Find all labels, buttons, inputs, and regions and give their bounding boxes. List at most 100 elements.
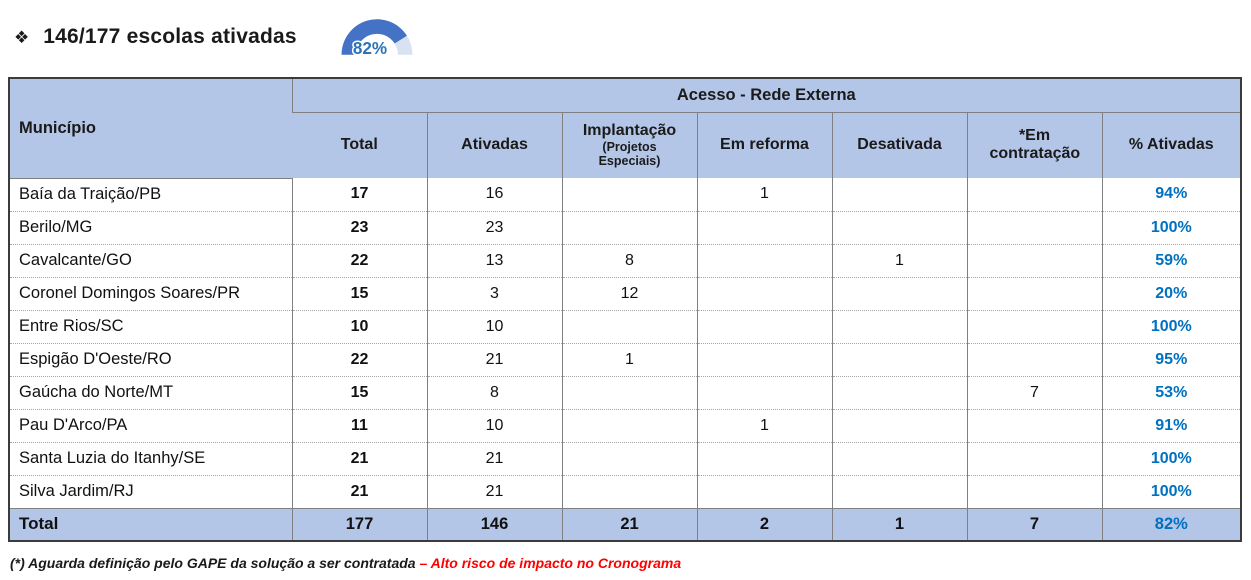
- header-desativada: Desativada: [831, 112, 967, 178]
- header-implantacao-main: Implantação: [582, 121, 677, 139]
- pct-ativadas-cell: 94%: [1101, 178, 1242, 212]
- gauge-fill-arc: [341, 19, 407, 55]
- header-em-reforma: Em reforma: [696, 112, 832, 178]
- total-cell: 22: [291, 343, 427, 377]
- header-municipio: Município: [9, 78, 292, 179]
- pct-ativadas-cell: 53%: [1101, 376, 1242, 410]
- total-cell: 11: [291, 409, 427, 443]
- total-cell: 15: [291, 277, 427, 311]
- pct-ativadas-cell: 100%: [1101, 475, 1242, 509]
- total-row-desativada: 1: [831, 507, 967, 541]
- desativada-cell: [831, 310, 967, 344]
- em-contratacao-cell: [966, 211, 1102, 245]
- table-row: Gaúcha do Norte/MT 15 8 7 53%: [9, 376, 1242, 410]
- implantacao-cell: [561, 376, 697, 410]
- total-cell: 10: [291, 310, 427, 344]
- table-footer: Total 177 146 21 2 1 7 82%: [9, 507, 1242, 541]
- pct-ativadas-cell: 100%: [1101, 442, 1242, 476]
- table-row: Baía da Traição/PB 17 16 1 94%: [9, 178, 1242, 212]
- pct-ativadas-cell: 100%: [1101, 211, 1242, 245]
- ativadas-cell: 23: [426, 211, 562, 245]
- table-header: Município Acesso - Rede Externa Total At…: [9, 78, 1242, 179]
- table-row: Berilo/MG 23 23 100%: [9, 211, 1242, 245]
- em-contratacao-cell: [966, 442, 1102, 476]
- title-row: ❖ 146/177 escolas ativadas 82%: [14, 14, 1251, 60]
- implantacao-cell: [561, 442, 697, 476]
- footnote: (*) Aguarda definição pelo GAPE da soluç…: [10, 555, 1251, 571]
- total-cell: 22: [291, 244, 427, 278]
- pct-ativadas-cell: 95%: [1101, 343, 1242, 377]
- pct-ativadas-cell: 91%: [1101, 409, 1242, 443]
- desativada-cell: [831, 475, 967, 509]
- table-row: Silva Jardim/RJ 21 21 100%: [9, 475, 1242, 509]
- schools-table: Município Acesso - Rede Externa Total At…: [8, 77, 1243, 542]
- gauge-percent-label: 82%: [353, 39, 387, 58]
- footnote-text: (*) Aguarda definição pelo GAPE da soluç…: [10, 555, 416, 571]
- desativada-cell: [831, 211, 967, 245]
- em-reforma-cell: [696, 277, 832, 311]
- municipio-cell: Silva Jardim/RJ: [9, 475, 292, 509]
- em-reforma-cell: [696, 244, 832, 278]
- total-cell: 17: [291, 178, 427, 212]
- ativadas-cell: 3: [426, 277, 562, 311]
- municipio-cell: Berilo/MG: [9, 211, 292, 245]
- municipio-cell: Espigão D'Oeste/RO: [9, 343, 292, 377]
- municipio-cell: Gaúcha do Norte/MT: [9, 376, 292, 410]
- implantacao-cell: [561, 409, 697, 443]
- total-row: Total 177 146 21 2 1 7 82%: [9, 507, 1242, 541]
- header-group-acesso-rede-externa: Acesso - Rede Externa: [291, 78, 1242, 113]
- em-reforma-cell: [696, 343, 832, 377]
- total-cell: 21: [291, 442, 427, 476]
- total-row-pct-ativadas: 82%: [1101, 507, 1242, 541]
- pct-ativadas-cell: 100%: [1101, 310, 1242, 344]
- ativadas-cell: 21: [426, 475, 562, 509]
- em-contratacao-cell: [966, 343, 1102, 377]
- ativadas-cell: 8: [426, 376, 562, 410]
- em-contratacao-cell: [966, 475, 1102, 509]
- desativada-cell: [831, 178, 967, 212]
- total-row-em-contratacao: 7: [966, 507, 1102, 541]
- em-contratacao-cell: [966, 244, 1102, 278]
- em-reforma-cell: [696, 475, 832, 509]
- header-total: Total: [292, 112, 427, 178]
- ativadas-cell: 16: [426, 178, 562, 212]
- pct-ativadas-cell: 20%: [1101, 277, 1242, 311]
- page-title: 146/177 escolas ativadas: [43, 25, 297, 48]
- em-reforma-cell: [696, 211, 832, 245]
- municipio-cell: Pau D'Arco/PA: [9, 409, 292, 443]
- em-contratacao-cell: [966, 178, 1102, 212]
- em-reforma-cell: [696, 442, 832, 476]
- diamond-bullet-icon: ❖: [14, 27, 30, 47]
- implantacao-cell: 8: [561, 244, 697, 278]
- header-em-contratacao: *Em contratação: [966, 112, 1102, 178]
- municipio-cell: Santa Luzia do Itanhy/SE: [9, 442, 292, 476]
- municipio-cell: Coronel Domingos Soares/PR: [9, 277, 292, 311]
- em-reforma-cell: 1: [696, 409, 832, 443]
- desativada-cell: [831, 277, 967, 311]
- table-row: Cavalcante/GO 22 13 8 1 59%: [9, 244, 1242, 278]
- gauge-icon: 82%: [341, 19, 413, 59]
- total-row-em-reforma: 2: [696, 507, 832, 541]
- header-implantacao: Implantação (Projetos Especiais): [561, 112, 697, 178]
- progress-gauge: 82%: [339, 15, 415, 59]
- em-reforma-cell: 1: [696, 178, 832, 212]
- pct-ativadas-cell: 59%: [1101, 244, 1242, 278]
- municipio-cell: Cavalcante/GO: [9, 244, 292, 278]
- table-row: Entre Rios/SC 10 10 100%: [9, 310, 1242, 344]
- desativada-cell: 1: [831, 244, 967, 278]
- footnote-warning-text: – Alto risco de impacto no Cronograma: [419, 555, 682, 571]
- header-ativadas: Ativadas: [426, 112, 562, 178]
- em-contratacao-cell: [966, 277, 1102, 311]
- em-contratacao-cell: [966, 310, 1102, 344]
- total-cell: 23: [291, 211, 427, 245]
- desativada-cell: [831, 376, 967, 410]
- ativadas-cell: 13: [426, 244, 562, 278]
- implantacao-cell: [561, 211, 697, 245]
- total-row-implantacao: 21: [561, 507, 697, 541]
- table-row: Pau D'Arco/PA 11 10 1 91%: [9, 409, 1242, 443]
- implantacao-cell: 12: [561, 277, 697, 311]
- table-row: Coronel Domingos Soares/PR 15 3 12 20%: [9, 277, 1242, 311]
- ativadas-cell: 10: [426, 310, 562, 344]
- total-cell: 21: [291, 475, 427, 509]
- table-row: Santa Luzia do Itanhy/SE 21 21 100%: [9, 442, 1242, 476]
